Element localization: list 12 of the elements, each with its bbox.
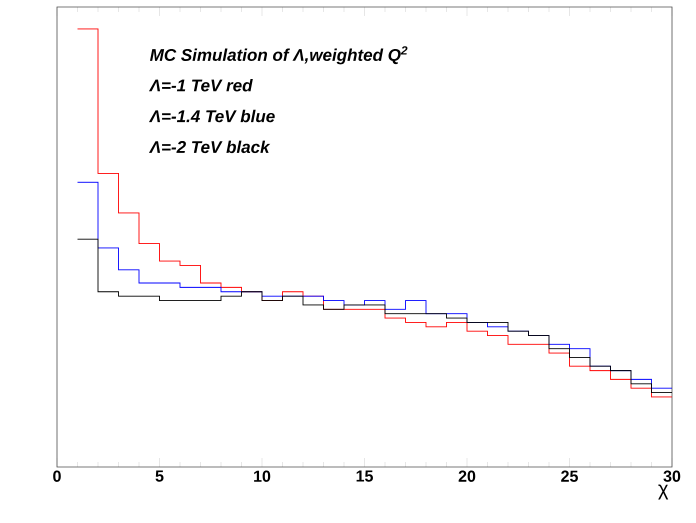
- x-tick-label: 15: [356, 470, 373, 482]
- annotation: Λ=-1.4 TeV blue: [148, 110, 275, 122]
- x-tick-label: 0: [53, 470, 61, 482]
- annotation: Λ=-1 TeV red: [148, 78, 253, 92]
- x-tick-label: 20: [458, 470, 476, 482]
- x-tick-label: 25: [561, 470, 578, 482]
- text: MC Simulation of Λ,weighted Q$^{2}$: [150, 46, 408, 64]
- x-tick-label: 30: [663, 470, 680, 482]
- x-tick-label: 10: [254, 470, 270, 482]
- annotation: Λ=-2 TeV black: [148, 140, 270, 154]
- x-axis-title: χ: [658, 484, 668, 500]
- x-tick-label: 5: [156, 470, 164, 482]
